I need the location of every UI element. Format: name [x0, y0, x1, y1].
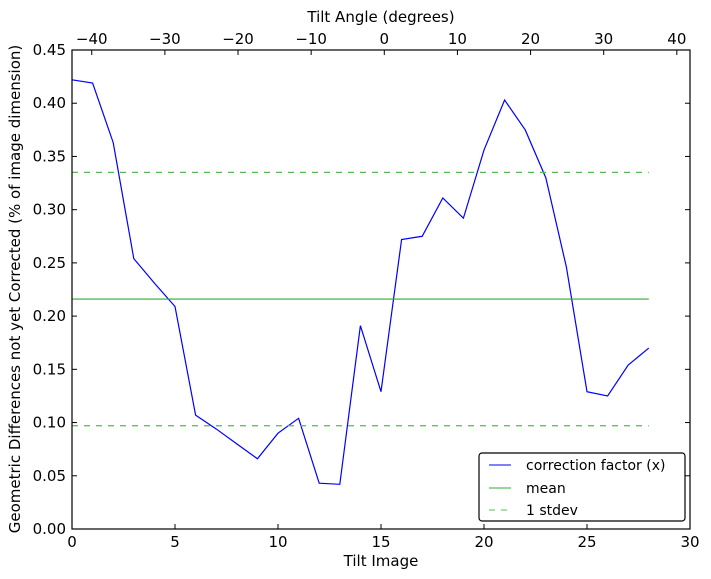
x-tick-label: 15 [371, 533, 390, 551]
y-tick-label: 0.40 [33, 94, 66, 112]
y-tick-label: 0.35 [33, 147, 66, 165]
legend-label-stdev: 1 stdev [526, 503, 578, 519]
top-x-tick-label: 30 [594, 30, 613, 48]
y-tick-label: 0.25 [33, 254, 66, 272]
plot-area [71, 79, 650, 485]
ticks: 0 5 10 15 20 25 30 0.00 0.05 0.10 0.15 0.20 0.25 0.30… [33, 30, 700, 551]
legend-box [478, 452, 686, 522]
x-tick-label: 25 [577, 533, 596, 551]
top-x-tick-label: −20 [222, 30, 254, 48]
top-x-tick-label: −30 [149, 30, 181, 48]
x-axis-label: Tilt Image [343, 552, 419, 570]
x-tick-label: 30 [680, 533, 699, 551]
y-axis-label: Geometric Differences not yet Corrected … [6, 45, 24, 534]
x-tick-label: 0 [67, 533, 77, 551]
y-tick-label: 0.45 [33, 41, 66, 59]
legend-label-correction: correction factor (x) [526, 458, 665, 474]
top-x-tick-label: 0 [380, 30, 390, 48]
top-x-tick-label: 20 [521, 30, 540, 48]
x-tick-label: 20 [474, 533, 493, 551]
legend: correction factor (x) mean 1 stdev [478, 452, 686, 522]
top-x-tick-label: −10 [295, 30, 327, 48]
top-x-axis-label: Tilt Angle (degrees) [306, 8, 454, 26]
y-tick-label: 0.15 [33, 360, 66, 378]
top-x-tick-label: −40 [76, 30, 108, 48]
x-tick-label: 5 [170, 533, 180, 551]
y-tick-label: 0.30 [33, 201, 66, 219]
series-line-correction-factor-x- [71, 79, 650, 485]
legend-label-mean: mean [526, 481, 566, 497]
y-tick-label: 0.20 [33, 307, 66, 325]
y-tick-label: 0.05 [33, 467, 66, 485]
y-tick-label: 0.00 [33, 520, 66, 538]
x-tick-label: 10 [268, 533, 287, 551]
y-tick-label: 0.10 [33, 414, 66, 432]
top-x-tick-label: 40 [667, 30, 686, 48]
top-x-tick-label: 10 [448, 30, 467, 48]
